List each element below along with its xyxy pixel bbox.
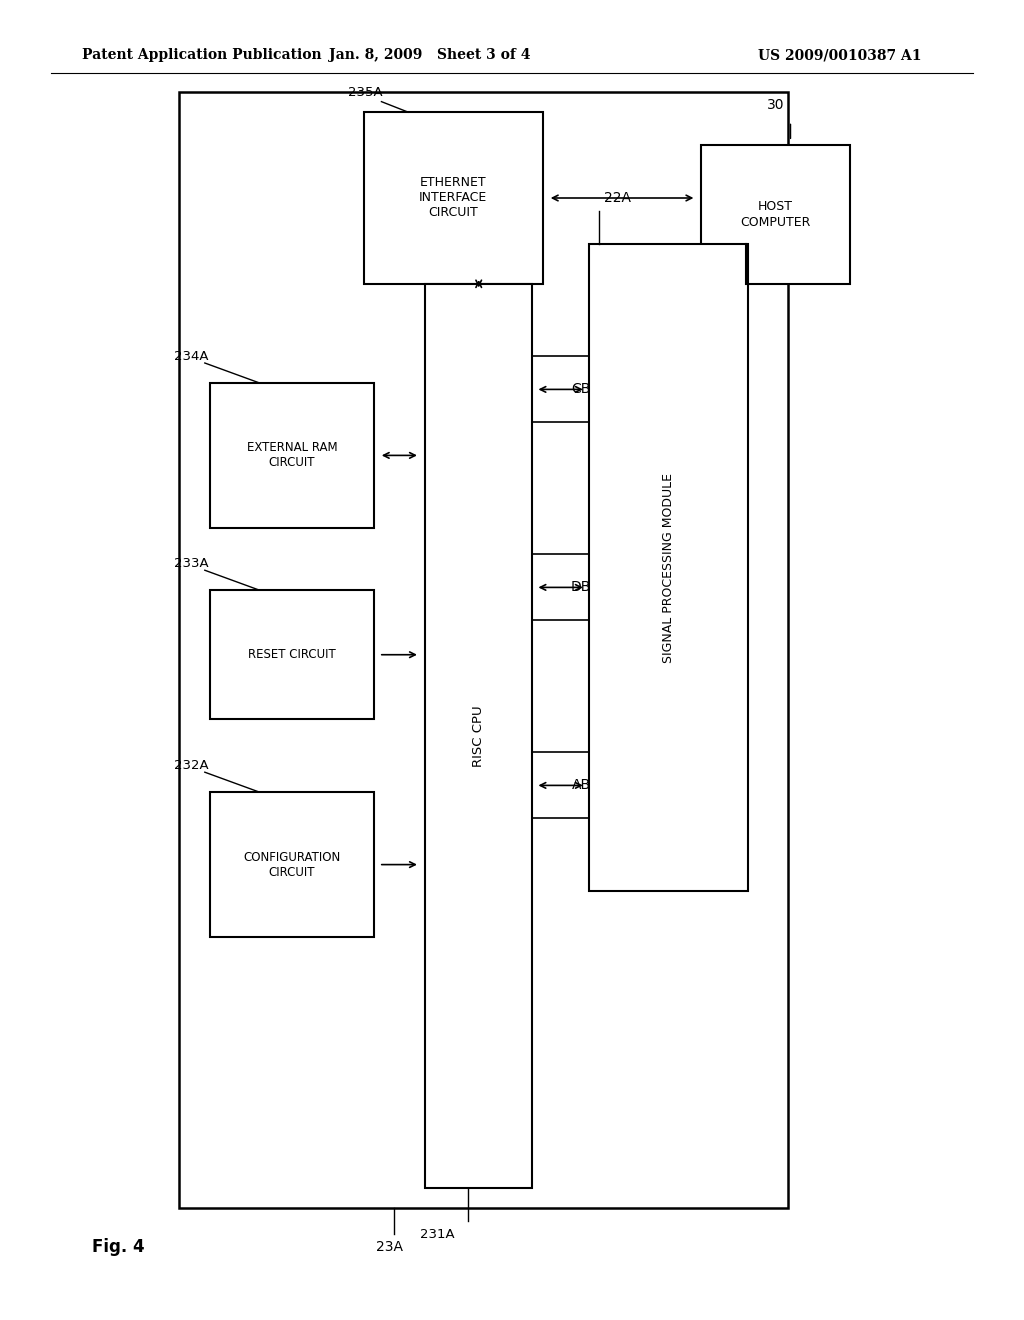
Bar — [425, 284, 532, 1188]
Bar — [701, 145, 850, 284]
Text: 232A: 232A — [174, 759, 209, 772]
Text: 23A: 23A — [376, 1241, 402, 1254]
Text: Patent Application Publication: Patent Application Publication — [82, 49, 322, 62]
Text: AB: AB — [571, 779, 591, 792]
Text: 234A: 234A — [174, 350, 209, 363]
Text: RISC CPU: RISC CPU — [472, 705, 485, 767]
Text: RESET CIRCUIT: RESET CIRCUIT — [248, 648, 336, 661]
Bar — [364, 112, 543, 284]
Bar — [210, 383, 374, 528]
Text: EXTERNAL RAM
CIRCUIT: EXTERNAL RAM CIRCUIT — [247, 441, 337, 470]
Text: DB: DB — [571, 581, 591, 594]
Text: 22A: 22A — [604, 190, 631, 205]
Text: Fig. 4: Fig. 4 — [92, 1238, 144, 1257]
Text: CB: CB — [571, 383, 591, 396]
Text: CONFIGURATION
CIRCUIT: CONFIGURATION CIRCUIT — [244, 850, 340, 879]
Bar — [210, 792, 374, 937]
Bar — [179, 92, 788, 1208]
Text: 235A: 235A — [348, 86, 383, 99]
Text: HOST
COMPUTER: HOST COMPUTER — [740, 201, 811, 228]
Text: Jan. 8, 2009   Sheet 3 of 4: Jan. 8, 2009 Sheet 3 of 4 — [330, 49, 530, 62]
Text: ETHERNET
INTERFACE
CIRCUIT: ETHERNET INTERFACE CIRCUIT — [419, 177, 487, 219]
Text: US 2009/0010387 A1: US 2009/0010387 A1 — [758, 49, 922, 62]
Text: 231A: 231A — [420, 1228, 455, 1241]
Bar — [589, 244, 748, 891]
Text: SIGNAL PROCESSING MODULE: SIGNAL PROCESSING MODULE — [662, 473, 675, 663]
Bar — [210, 590, 374, 719]
Text: 233A: 233A — [174, 557, 209, 570]
Text: 30: 30 — [767, 98, 784, 112]
